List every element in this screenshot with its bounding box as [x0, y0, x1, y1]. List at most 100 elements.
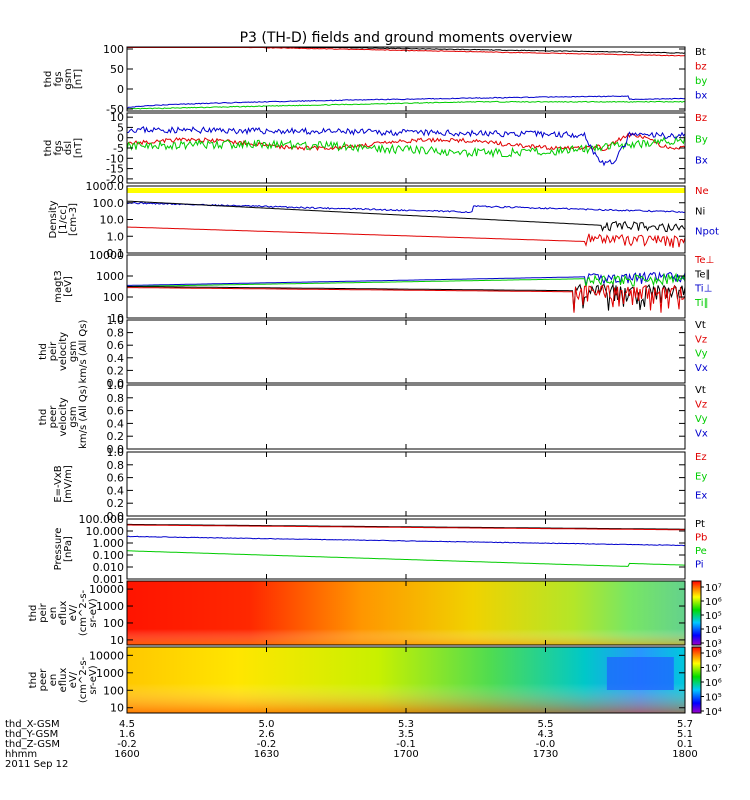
y-tick-label: 10000	[89, 249, 124, 262]
y-axis-label: peir	[38, 602, 49, 622]
y-axis-label: [nT]	[73, 138, 84, 158]
series-Te-par	[127, 282, 686, 312]
y-tick-label: 0.8	[107, 459, 125, 472]
y-axis-label: [eV]	[63, 276, 74, 297]
panel-peer-eflux: 10000 1000 100 10 thd peer en eflux eV/(cm^2-s-s…	[28, 646, 722, 718]
y-axis-label: eflux	[58, 668, 69, 693]
x-tick-label: 0.1	[677, 739, 693, 750]
legend-Bt: Bt	[695, 47, 706, 58]
x-tick-label: 1.6	[119, 729, 135, 740]
y-tick-label: 0.6	[107, 339, 125, 352]
y-tick-label: 1000	[96, 600, 124, 613]
y-tick-label: 0.6	[107, 405, 125, 418]
x-tick-label: 5.7	[677, 719, 693, 730]
colorbar-label: 10⁵	[705, 693, 722, 704]
panel-frame	[126, 451, 686, 517]
y-tick-label: 10	[110, 702, 124, 715]
ion-spectrogram-low-energy	[127, 581, 685, 645]
legend-By: By	[695, 134, 708, 145]
series-bx	[126, 95, 686, 109]
y-tick-label: 100.0	[93, 197, 125, 210]
legend-Pb: Pb	[695, 533, 707, 544]
y-tick-label: 1.000	[93, 537, 125, 550]
y-tick-label: -5	[113, 142, 124, 155]
legend-Vy: Vy	[695, 349, 708, 360]
colorbar-label: 10⁶	[705, 678, 722, 689]
y-tick-label: -15	[106, 163, 124, 176]
y-axis-label: thd	[28, 605, 39, 622]
legend-bz: bz	[695, 62, 707, 73]
y-tick-label: 0.001	[93, 573, 125, 586]
legend-Te⊥: Te⊥	[694, 255, 714, 266]
ephemeris-label: thd_Z-GSM	[5, 739, 60, 750]
y-axis-label: [cm-3]	[68, 203, 79, 236]
y-tick-label: -50	[106, 103, 124, 116]
colorbar-label: 10⁷	[705, 664, 722, 675]
y-axis-label: thd	[28, 672, 39, 689]
panel-fgs-gsm: 100 50 0 -50 thd fgs gsm [nT] Bt bz by bx	[43, 43, 707, 116]
y-tick-label: 0.1	[107, 247, 125, 260]
x-tick-label: 4.5	[119, 719, 135, 730]
y-tick-label: 0.2	[107, 364, 125, 377]
x-tick-label: 4.3	[538, 729, 554, 740]
y-axis-label: en	[48, 674, 59, 687]
y-axis-label: gsm	[68, 406, 79, 427]
y-tick-label: 0.0	[107, 377, 125, 390]
y-axis-label: velocity	[58, 332, 69, 371]
x-tick-label: 2.6	[259, 729, 275, 740]
legend-Vt: Vt	[695, 320, 706, 331]
y-tick-label: 0.010	[93, 561, 125, 574]
x-tick-label: -0.2	[117, 739, 137, 750]
y-tick-label: 0.100	[93, 549, 125, 562]
y-axis-label: (cm^2-s-	[78, 656, 89, 703]
y-tick-label: 10000	[89, 583, 124, 596]
y-tick-label: 0	[117, 132, 124, 145]
y-axis-label: en	[48, 607, 59, 620]
y-tick-label: 100	[103, 617, 124, 630]
y-axis-label: peer	[38, 668, 49, 692]
x-tick-label: 5.0	[259, 719, 275, 730]
y-axis-label: velocity	[58, 397, 69, 436]
legend-Bx: Bx	[695, 156, 708, 167]
y-tick-label: -20	[106, 173, 124, 186]
colorbar-label: 10⁸	[705, 649, 722, 660]
y-tick-label: 5	[117, 121, 124, 134]
y-axis-label: fgs	[53, 140, 64, 155]
y-axis-label: km/s (All Qs)	[78, 385, 89, 449]
y-axis-label: eV/	[68, 671, 79, 688]
series-Bx	[126, 126, 686, 167]
y-tick-label: 0	[117, 83, 124, 96]
legend-Ey: Ey	[695, 471, 707, 482]
y-axis-label: thd	[43, 71, 54, 88]
y-tick-label: 1000.0	[86, 180, 125, 193]
legend-Ti∥: Ti∥	[694, 298, 709, 309]
panel-frame	[126, 319, 686, 384]
y-tick-label: 0.2	[107, 497, 125, 510]
legend-Ne: Ne	[695, 186, 709, 197]
y-tick-label: 0.4	[107, 417, 125, 430]
legend-Vt: Vt	[695, 385, 706, 396]
series-By	[126, 135, 686, 159]
y-tick-label: 0.0	[107, 510, 125, 523]
legend-Ez: Ez	[695, 452, 707, 463]
legend-Ti⊥: Ti⊥	[694, 284, 712, 295]
y-tick-label: 100.000	[79, 513, 125, 526]
series-Pb	[127, 524, 685, 531]
series-Npot	[126, 201, 686, 214]
y-tick-label: 0.6	[107, 472, 125, 485]
y-axis-label: eflux	[58, 601, 69, 626]
legend-Vy: Vy	[695, 414, 708, 425]
legend-Vx: Vx	[695, 363, 708, 374]
legend-Pi: Pi	[695, 560, 704, 571]
panel-density: 1000.0 100.0 10.0 1.0 0.1 Density [1/cc] [cm-3]…	[48, 180, 719, 260]
legend-Vz: Vz	[695, 334, 707, 345]
y-tick-label: 10	[110, 634, 124, 647]
y-axis-label: peir	[48, 341, 59, 361]
y-tick-label: 1.0	[107, 230, 125, 243]
y-tick-label: 50	[110, 63, 124, 76]
series-Ti-perp	[127, 271, 686, 286]
y-axis-label: Density	[48, 200, 59, 238]
y-axis-label: fgs	[53, 71, 64, 86]
